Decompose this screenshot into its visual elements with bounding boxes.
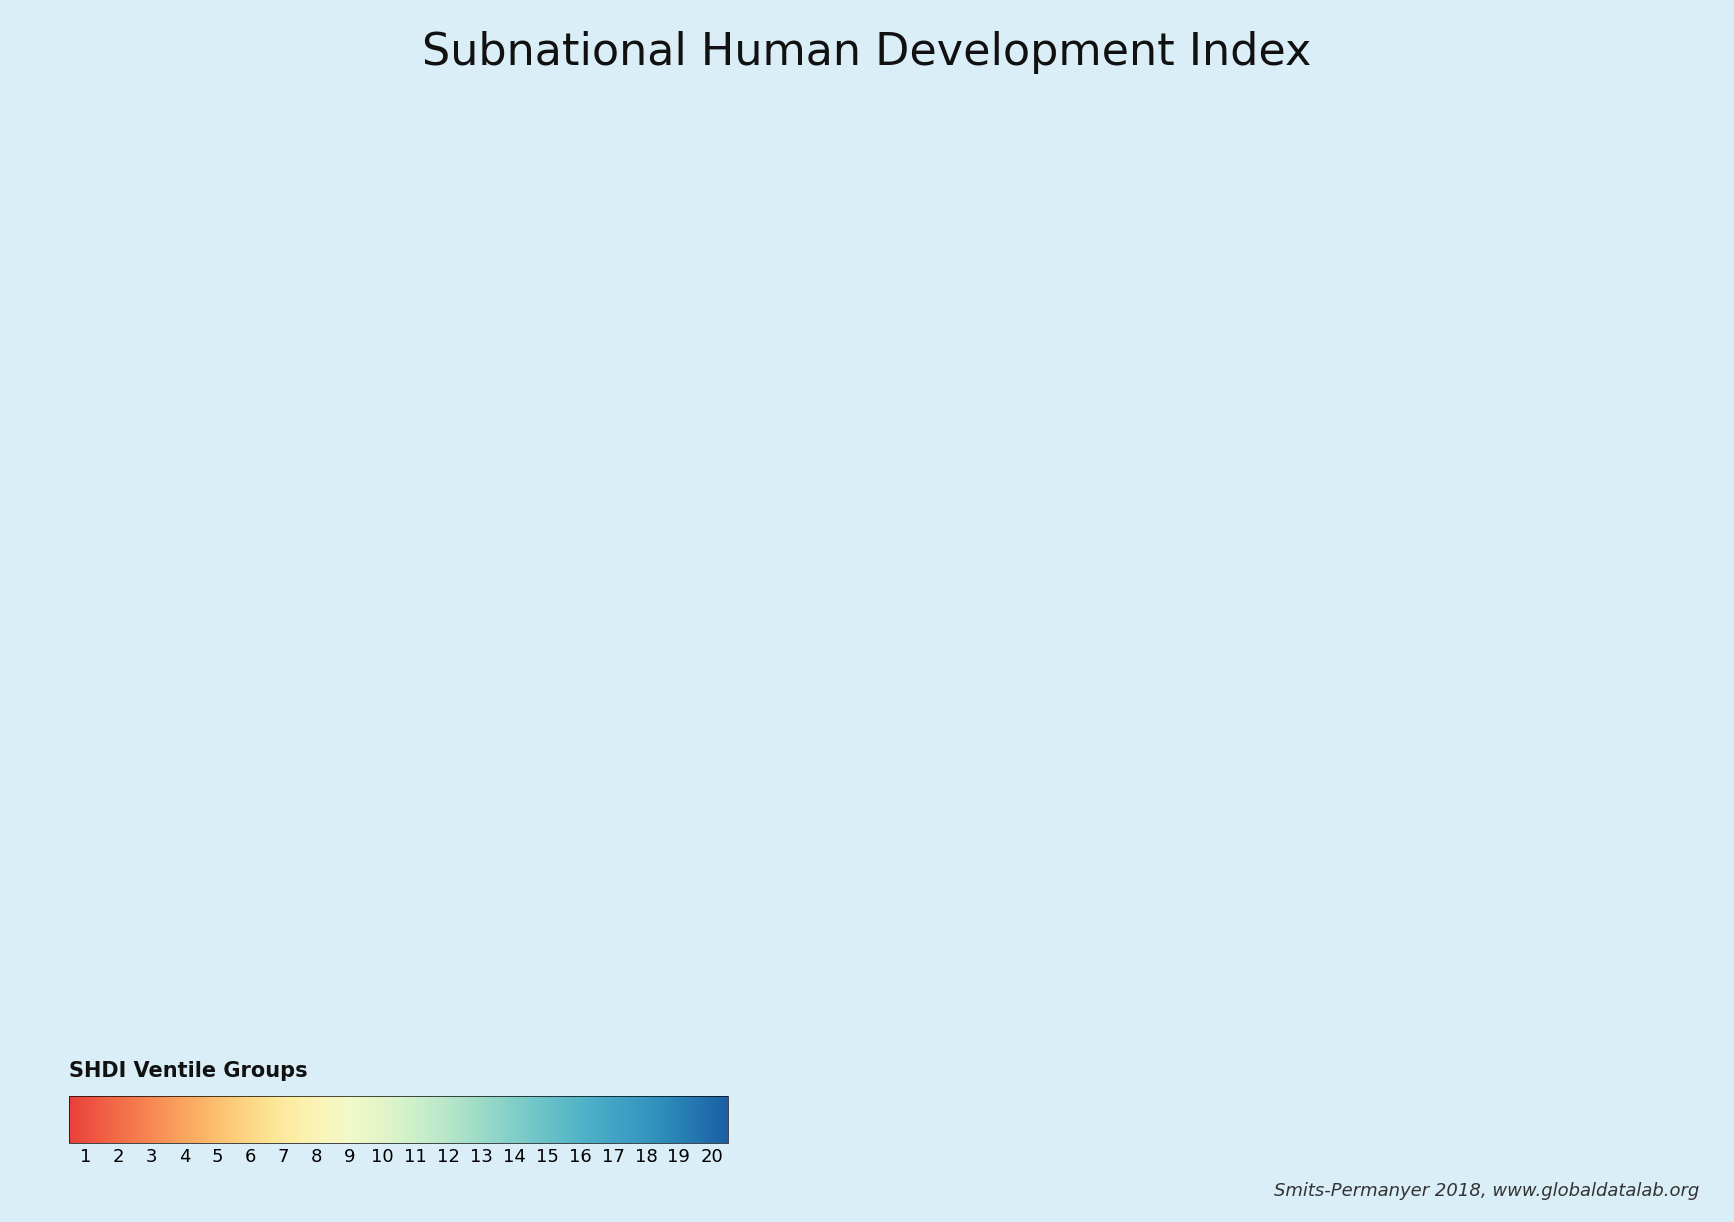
Text: Subnational Human Development Index: Subnational Human Development Index (423, 31, 1311, 73)
Text: Smits-Permanyer 2018, www.globaldatalab.org: Smits-Permanyer 2018, www.globaldatalab.… (1274, 1182, 1699, 1200)
Text: SHDI Ventile Groups: SHDI Ventile Groups (69, 1062, 309, 1081)
